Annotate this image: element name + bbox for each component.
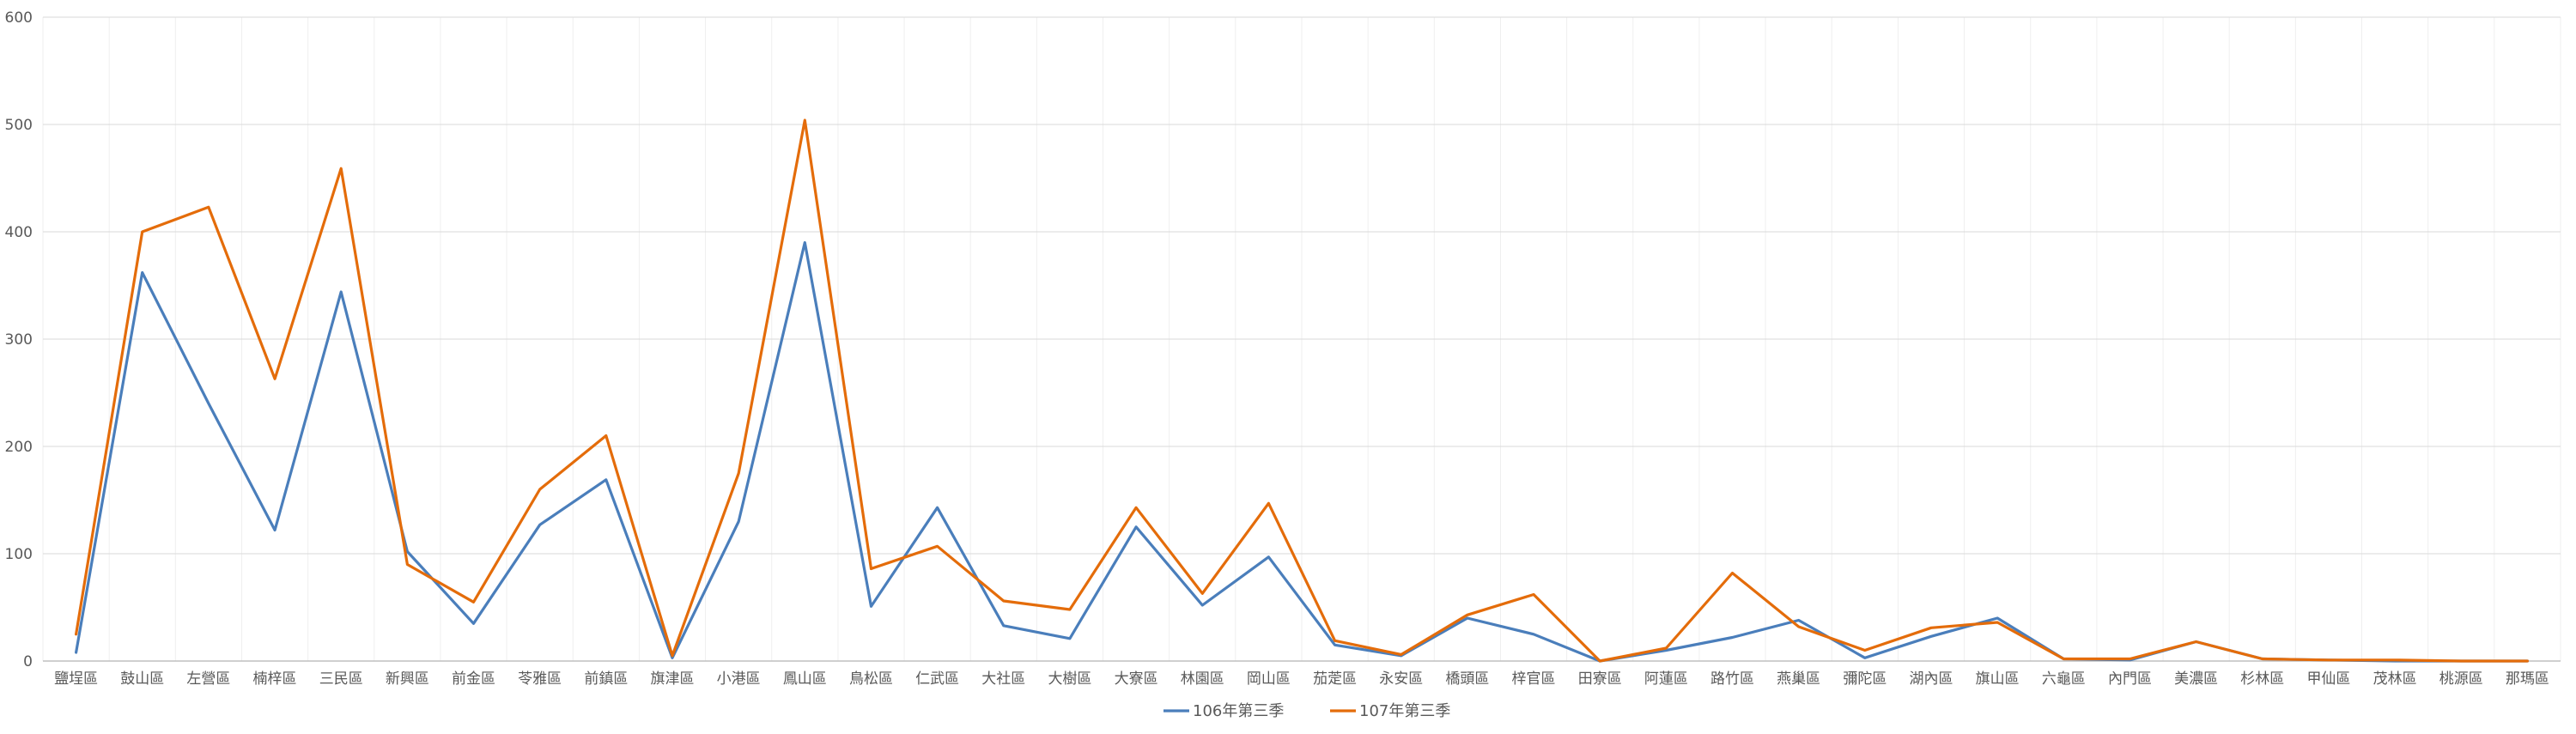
legend-label-2: 107年第三季 [1359,702,1450,720]
y-tick-label: 300 [5,331,33,349]
x-tick-label: 彌陀區 [1843,670,1886,688]
x-tick-label: 湖內區 [1910,670,1953,688]
y-tick-label: 200 [5,439,33,456]
x-tick-label: 岡山區 [1247,670,1291,688]
x-tick-label: 桃源區 [2439,670,2483,688]
x-tick-label: 路竹區 [1710,670,1754,688]
x-tick-label: 旗山區 [1976,670,2020,688]
x-tick-label: 旗津區 [651,670,695,688]
x-tick-label: 前金區 [452,670,495,688]
x-tick-label: 田寮區 [1578,670,1622,688]
y-tick-label: 0 [23,653,33,670]
x-tick-label: 那瑪區 [2506,670,2549,688]
x-tick-label: 鼓山區 [120,670,164,688]
x-tick-label: 新興區 [386,670,429,688]
x-tick-label: 大寮區 [1115,670,1158,688]
x-tick-label: 梓官區 [1512,670,1556,688]
y-tick-label: 500 [5,117,33,134]
x-tick-label: 杉林區 [2240,670,2284,688]
x-tick-label: 茂林區 [2373,670,2417,688]
x-tick-label: 仁武區 [915,670,959,688]
x-tick-label: 前鎮區 [584,670,628,688]
x-tick-label: 鹽埕區 [54,670,98,688]
x-tick-label: 鳳山區 [783,670,827,688]
x-tick-label: 苓雅區 [518,670,562,688]
x-tick-label: 甲仙區 [2306,670,2350,688]
x-tick-label: 永安區 [1379,670,1423,688]
x-tick-label: 三民區 [319,670,363,688]
x-tick-label: 大樹區 [1048,670,1091,688]
y-tick-label: 400 [5,224,33,241]
x-tick-label: 林園區 [1181,670,1224,688]
x-tick-label: 阿蓮區 [1644,670,1688,688]
x-tick-label: 楠梓區 [253,670,297,688]
x-tick-label: 左營區 [186,670,230,688]
x-tick-label: 橋頭區 [1445,670,1489,688]
x-tick-label: 茄萣區 [1313,670,1357,688]
x-tick-label: 內門區 [2108,670,2152,688]
y-tick-label: 600 [5,9,33,27]
x-tick-label: 燕巢區 [1777,670,1820,688]
x-tick-label: 大社區 [981,670,1025,688]
x-tick-label: 鳥松區 [849,670,893,688]
x-tick-label: 六龜區 [2042,670,2086,688]
x-tick-label: 美濃區 [2174,670,2218,688]
legend-label-1: 106年第三季 [1193,702,1284,720]
y-tick-label: 100 [5,546,33,563]
x-tick-label: 小港區 [717,670,761,688]
